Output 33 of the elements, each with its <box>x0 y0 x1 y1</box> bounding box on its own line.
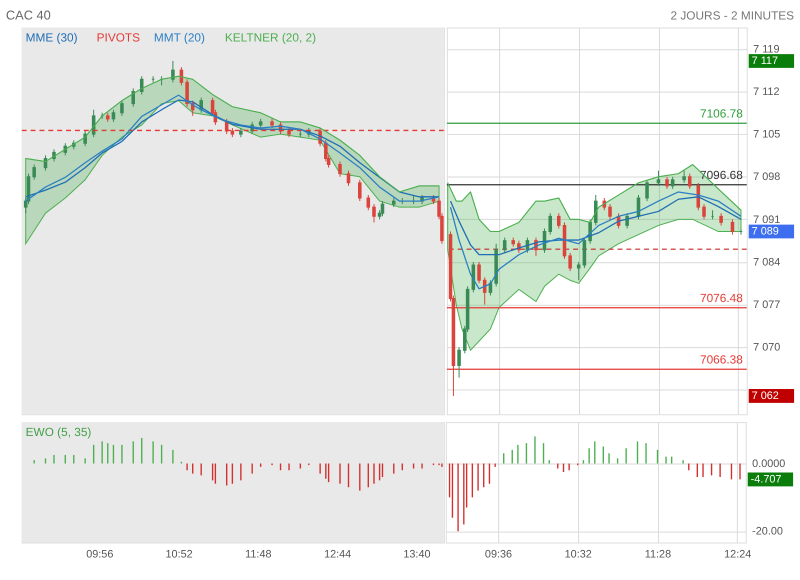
text: 7 089 <box>752 225 779 238</box>
y-tick-label: 7 105 <box>753 128 780 141</box>
text: KELTNER (20, 2) <box>224 30 316 44</box>
text: PIVOTS <box>96 30 140 44</box>
y-tick-label: 7 098 <box>753 171 780 184</box>
chart-title: EWO (5, 35) <box>26 424 92 439</box>
ref-line-label: 7066.38 <box>700 352 744 366</box>
y-tick-label: 7 070 <box>753 342 780 354</box>
x-tick-label: 12:44 <box>324 548 352 561</box>
x-tick-label: 12:24 <box>724 548 752 561</box>
x-tick-label: 13:40 <box>403 548 430 561</box>
chart-subtitle: 2 JOURS - 2 MINUTES <box>670 8 794 23</box>
y-tick-label: 7 112 <box>753 86 780 98</box>
text: MME (30) <box>26 30 78 44</box>
y-tick-label: 0.0000 <box>752 458 786 470</box>
text: 7 117 <box>752 54 778 67</box>
x-tick-label: 10:32 <box>564 548 592 561</box>
y-tick-label: 7 119 <box>753 43 780 56</box>
x-tick-label: 11:28 <box>644 548 672 561</box>
text: 7 062 <box>752 390 779 402</box>
chart-title: CAC 40 <box>6 8 51 23</box>
x-tick-label: 10:52 <box>166 548 193 561</box>
y-tick-label: 7 084 <box>753 256 780 268</box>
y-tick-label: 7 091 <box>753 214 780 226</box>
ref-line-label: 7106.78 <box>700 106 744 120</box>
x-tick-label: 09:56 <box>86 548 114 561</box>
x-tick-label: 09:36 <box>484 548 512 561</box>
y-tick-label: 7 077 <box>753 299 780 312</box>
ref-line-label: 7076.48 <box>700 290 744 305</box>
x-tick-label: 11:48 <box>245 548 272 561</box>
text: MMT (20) <box>154 30 205 44</box>
y-tick-label: -20.00 <box>752 526 783 538</box>
text: -4.707 <box>750 473 782 486</box>
